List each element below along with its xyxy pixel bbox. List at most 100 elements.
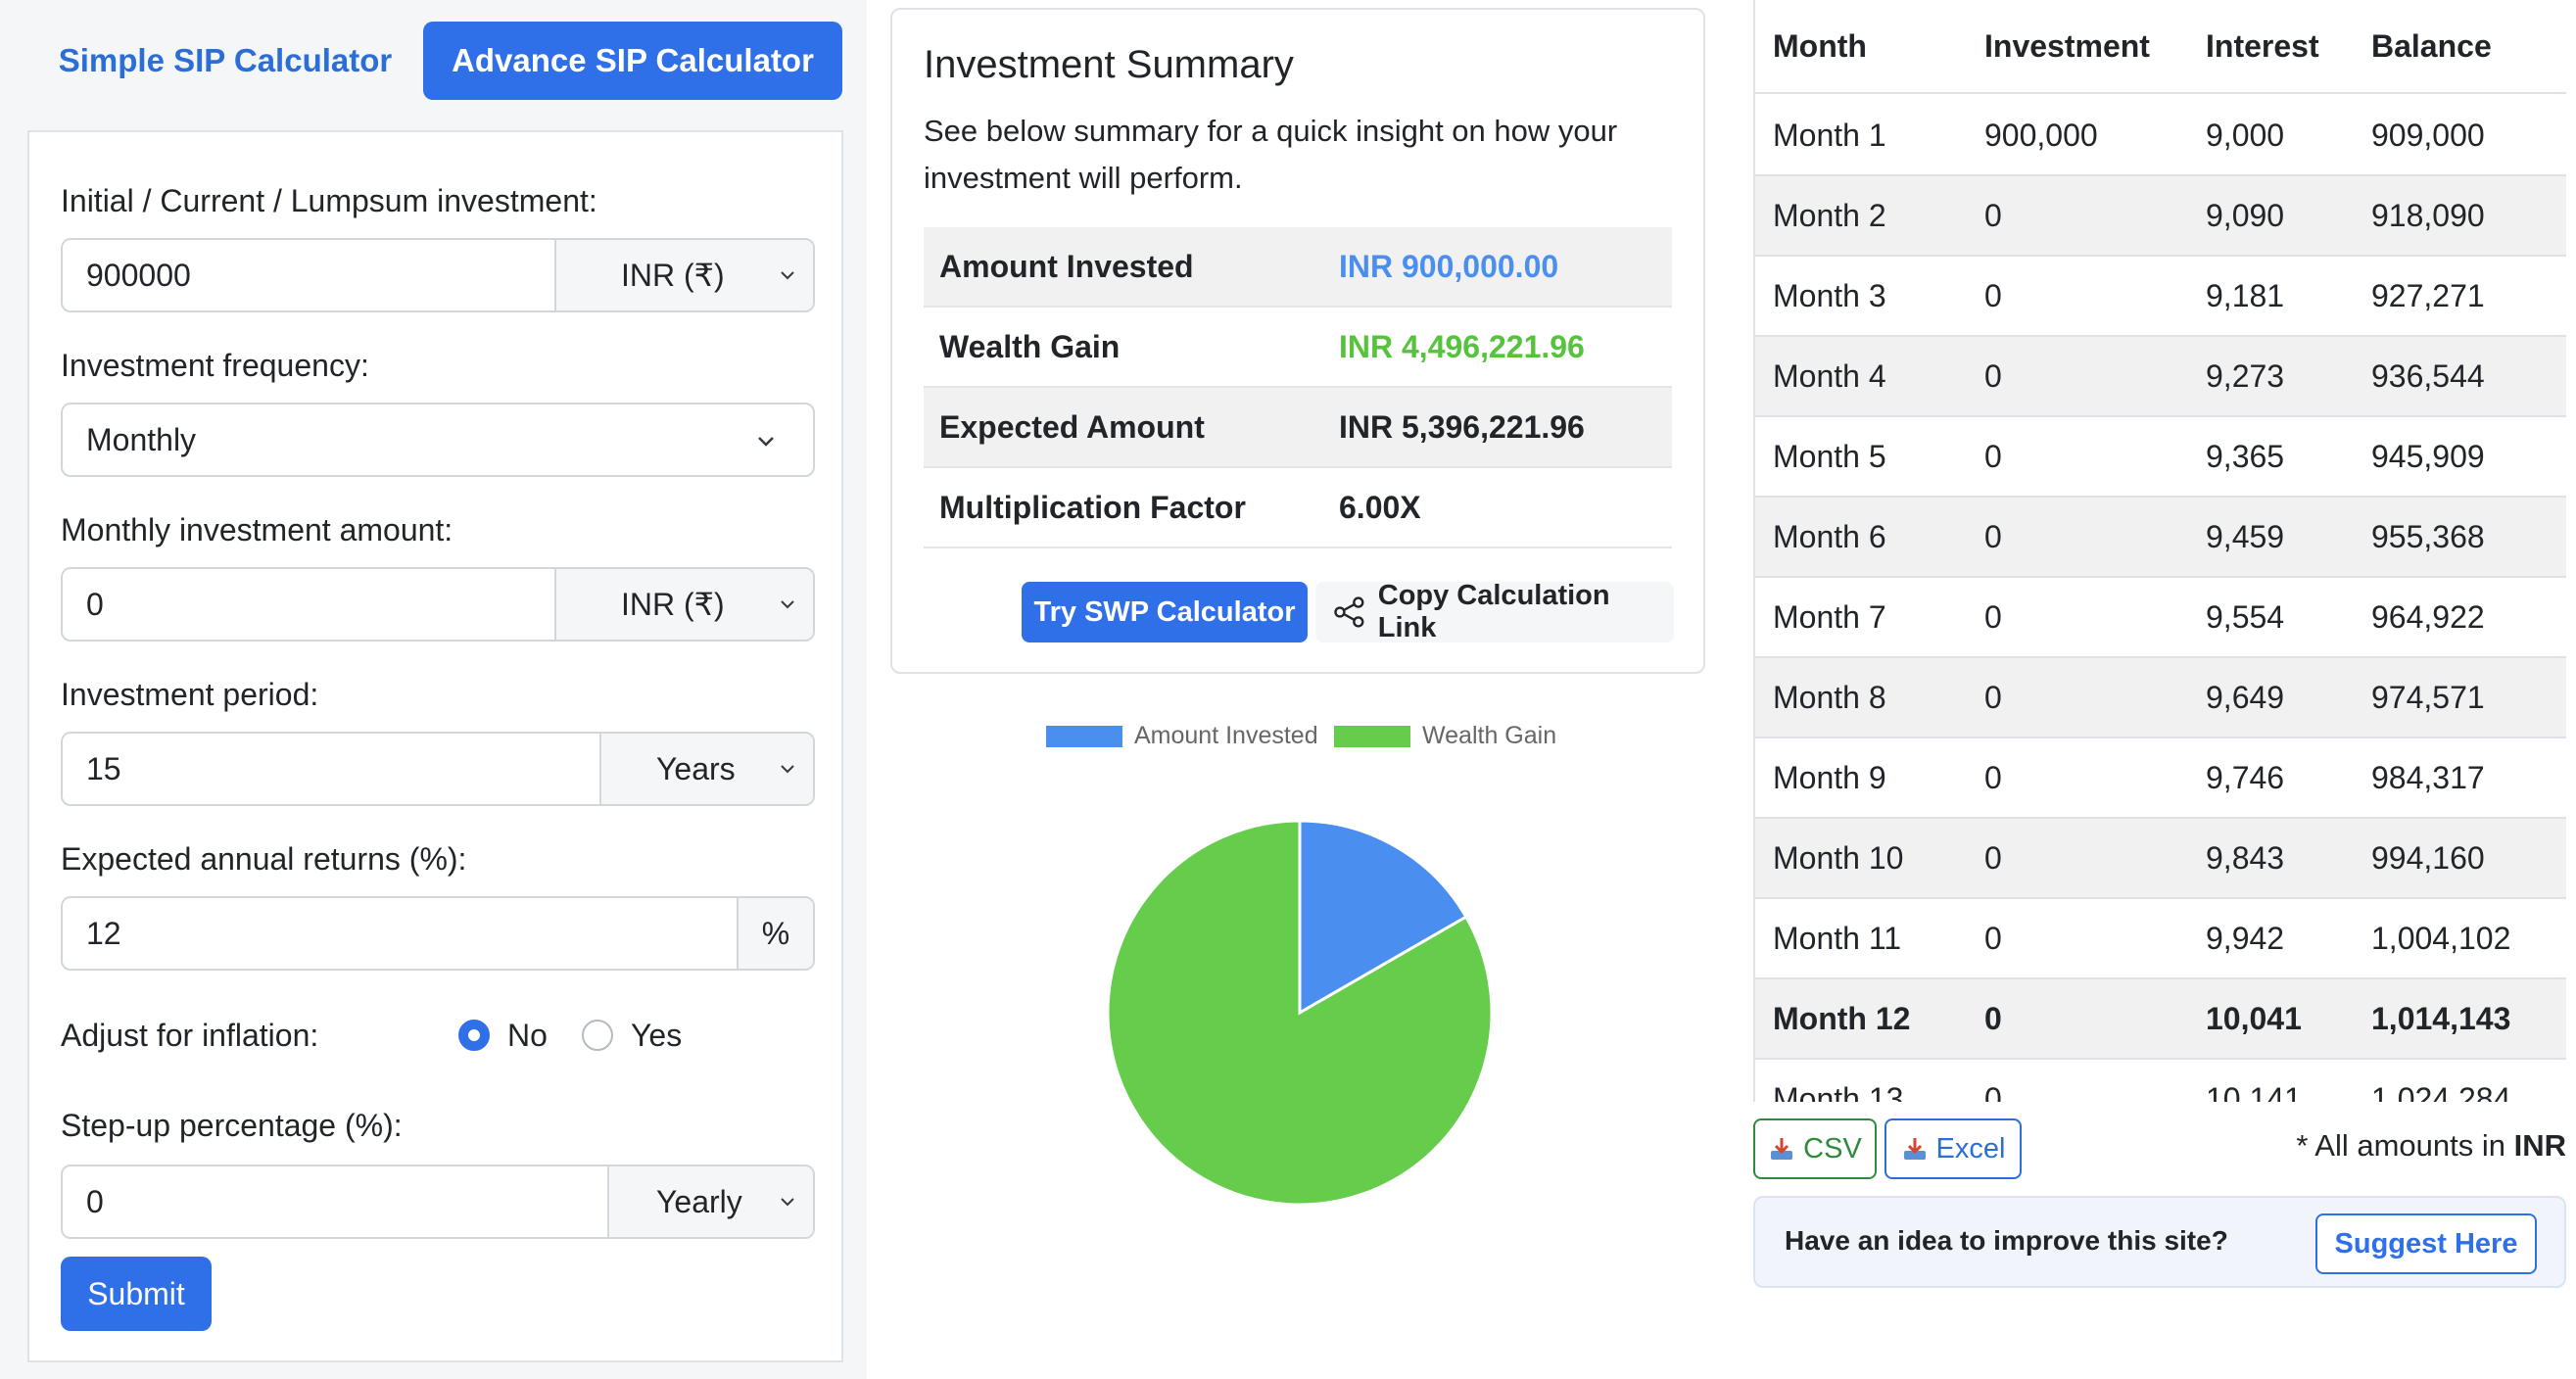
cell-month: Month 5	[1773, 438, 1886, 474]
suggest-here-button[interactable]: Suggest Here	[2315, 1213, 2537, 1274]
download-icon	[1903, 1138, 1926, 1160]
stepup-input[interactable]: 0	[86, 1183, 104, 1219]
inflation-radio-group: Adjust for inflation: No Yes	[61, 1012, 815, 1061]
returns-input[interactable]: 12	[86, 915, 121, 951]
summary-value-multiplication: 6.00X	[1339, 489, 1421, 525]
cell-interest: 9,090	[2206, 197, 2285, 233]
cell-month: Month 13	[1773, 1080, 1904, 1103]
amounts-note: * All amounts in INR	[2296, 1128, 2566, 1164]
csv-download-button[interactable]: CSV	[1753, 1118, 1877, 1179]
table-row: Month 11 0 9,942 1,004,102	[1755, 899, 2566, 979]
summary-row-expected: Expected Amount INR 5,396,221.96	[924, 388, 1672, 468]
period-unit-value: Years	[656, 750, 736, 786]
monthly-currency-value: INR (₹)	[621, 587, 725, 622]
table-row: Month 12 0 10,041 1,014,143	[1755, 979, 2566, 1060]
excel-download-button[interactable]: Excel	[1884, 1118, 2022, 1179]
cell-month: Month 7	[1773, 598, 1886, 635]
inflation-label: Adjust for inflation:	[61, 1018, 319, 1053]
legend-swatch-invested	[1046, 726, 1122, 747]
frequency-select[interactable]: Monthly	[61, 403, 815, 477]
summary-title: Investment Summary	[924, 43, 1294, 86]
cell-investment: 0	[1984, 1080, 2002, 1103]
column-header-balance: Balance	[2371, 27, 2492, 64]
summary-value-invested: INR 900,000.00	[1339, 248, 1559, 284]
table-row: Month 7 0 9,554 964,922	[1755, 578, 2566, 658]
cell-month: Month 9	[1773, 759, 1886, 795]
summary-value-expected: INR 5,396,221.96	[1339, 408, 1585, 445]
cell-month: Month 10	[1773, 839, 1904, 876]
investment-summary-card: Investment Summary See below summary for…	[890, 8, 1705, 674]
feedback-box: Have an idea to improve this site? Sugge…	[1753, 1196, 2566, 1288]
cell-investment: 0	[1984, 277, 2002, 313]
cell-investment: 0	[1984, 518, 2002, 554]
monthly-amount-input[interactable]: 0	[86, 586, 104, 622]
cell-investment: 0	[1984, 679, 2002, 715]
monthly-amount-input-group: 0 INR (₹)	[61, 567, 815, 642]
cell-month: Month 2	[1773, 197, 1886, 233]
pie-slice-amount-invested[interactable]	[1298, 819, 1468, 1016]
column-header-investment: Investment	[1984, 27, 2150, 64]
cell-month: Month 12	[1773, 1000, 1911, 1036]
inflation-yes-label[interactable]: Yes	[631, 1018, 683, 1053]
summary-row-invested: Amount Invested INR 900,000.00	[924, 227, 1672, 308]
pie-slice-wealth-gain[interactable]	[1106, 819, 1494, 1207]
cell-investment: 0	[1984, 197, 2002, 233]
lumpsum-input-group: 900000 INR (₹)	[61, 238, 815, 312]
returns-input-group: 12 %	[61, 896, 815, 971]
inflation-no-radio[interactable]	[458, 1020, 490, 1051]
lumpsum-currency-select[interactable]: INR (₹)	[554, 240, 813, 310]
pie-chart	[1106, 819, 1494, 1207]
cell-investment: 0	[1984, 920, 2002, 956]
period-input-group: 15 Years	[61, 732, 815, 806]
copy-link-button[interactable]: Copy Calculation Link	[1315, 580, 1674, 643]
cell-balance: 984,317	[2371, 759, 2485, 795]
amounts-note-currency: INR	[2513, 1128, 2566, 1163]
tab-simple-sip[interactable]: Simple SIP Calculator	[58, 42, 393, 78]
period-unit-select[interactable]: Years	[599, 734, 813, 804]
chevron-down-icon	[781, 1198, 794, 1207]
cell-interest: 9,942	[2206, 920, 2285, 956]
inflation-no-label[interactable]: No	[507, 1018, 548, 1053]
cell-balance: 1,004,102	[2371, 920, 2511, 956]
tab-advance-sip[interactable]: Advance SIP Calculator	[423, 22, 842, 100]
chevron-down-icon	[758, 437, 774, 447]
chevron-down-icon	[781, 600, 794, 609]
cell-investment: 0	[1984, 839, 2002, 876]
legend-swatch-wealth-gain	[1334, 726, 1410, 747]
frequency-label: Investment frequency:	[61, 348, 369, 383]
csv-label: CSV	[1803, 1132, 1862, 1165]
chevron-down-icon	[781, 765, 794, 774]
cell-balance: 927,271	[2371, 277, 2485, 313]
frequency-value: Monthly	[86, 421, 197, 457]
table-header-row: Month Investment Interest Balance	[1755, 0, 2566, 94]
download-icon	[1771, 1138, 1793, 1160]
lumpsum-input[interactable]: 900000	[86, 257, 191, 293]
try-swp-button[interactable]: Try SWP Calculator	[1022, 582, 1308, 642]
table-row: Month 6 0 9,459 955,368	[1755, 498, 2566, 578]
table-row: Month 3 0 9,181 927,271	[1755, 257, 2566, 337]
legend-label-wealth-gain: Wealth Gain	[1422, 722, 1557, 749]
returns-label: Expected annual returns (%):	[61, 841, 467, 877]
summary-value-wealth-gain: INR 4,496,221.96	[1339, 328, 1585, 364]
copy-link-label: Copy Calculation Link	[1377, 580, 1610, 643]
amounts-note-text: * All amounts in	[2296, 1128, 2514, 1163]
cell-interest: 9,843	[2206, 839, 2285, 876]
stepup-unit-select[interactable]: Yearly	[607, 1166, 813, 1237]
cell-investment: 0	[1984, 1000, 2002, 1036]
monthly-currency-select[interactable]: INR (₹)	[554, 569, 813, 640]
table-row: Month 2 0 9,090 918,090	[1755, 176, 2566, 257]
cell-interest: 9,000	[2206, 117, 2285, 153]
period-input[interactable]: 15	[86, 750, 121, 786]
cell-investment: 0	[1984, 357, 2002, 394]
cell-investment: 0	[1984, 438, 2002, 474]
summary-key: Amount Invested	[939, 248, 1194, 284]
period-label: Investment period:	[61, 677, 319, 712]
cell-investment: 900,000	[1984, 117, 2098, 153]
lumpsum-label: Initial / Current / Lumpsum investment:	[61, 183, 597, 218]
column-header-month: Month	[1773, 27, 1867, 64]
table-row: Month 10 0 9,843 994,160	[1755, 819, 2566, 899]
monthly-breakdown-table[interactable]: Month Investment Interest Balance Month …	[1753, 0, 2566, 1102]
cell-interest: 9,649	[2206, 679, 2285, 715]
submit-button[interactable]: Submit	[61, 1257, 212, 1331]
inflation-yes-radio[interactable]	[582, 1020, 613, 1051]
